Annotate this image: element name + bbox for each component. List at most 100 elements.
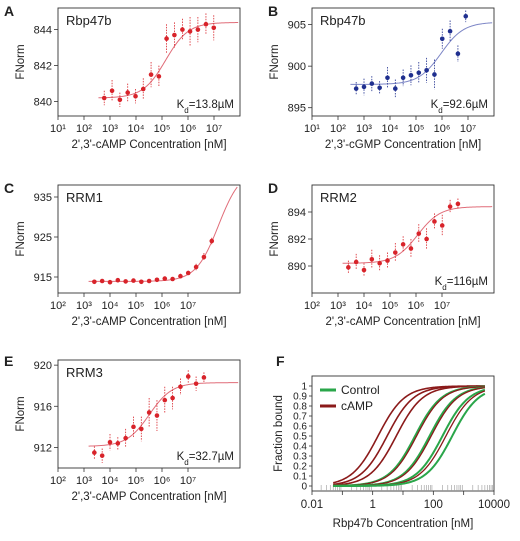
data-point [408,246,414,251]
data-point [203,21,209,27]
data-point [92,279,97,285]
panel-label: D [268,180,278,196]
x-tick-label: 100 [424,499,443,511]
kd-value: 116µM [453,276,488,288]
plot-frame [57,184,241,294]
data-point [400,75,406,81]
x-tick-label: 10⁴ [102,300,119,312]
y-tick-label: 844 [34,25,52,37]
panel-f: F 0.01 1 100 10000 00.10.20.30.40.50.60.70.80… [273,353,510,530]
panel-e: E 10² 10³ 10⁴ 10⁵ 10⁶ 10⁷ 912 916 920 2',3'-cAMP C… [4,353,241,503]
x-tick-label: 10³ [356,123,372,135]
data-point [99,453,105,458]
data-point [439,223,445,228]
y-axis-label: FNorm [269,221,281,256]
data-point [432,219,437,224]
data-point [178,384,183,390]
x-tick-label: 10⁷ [180,475,196,487]
chart-title: RRM2 [320,190,357,205]
data-point [211,25,217,31]
x-tick-label: 10⁶ [154,300,171,312]
data-point [447,204,453,209]
y-tick-label: 0.4 [293,442,307,453]
data-point [139,279,144,285]
data-point [416,231,422,236]
y-tick-label: 916 [34,401,52,413]
data-point [154,413,160,418]
data-point [369,256,375,262]
y-tick-label: 935 [34,192,52,204]
data-point [455,51,461,56]
x-tick-label: 10⁴ [356,300,373,312]
x-tick-label: 10⁷ [206,123,222,135]
x-tick-label: 10⁶ [434,123,451,135]
x-tick-label: 0.01 [301,499,323,511]
data-point [154,277,160,283]
y-tick-label: 920 [34,360,52,372]
y-tick-label: 1 [301,382,307,393]
data-point [109,88,115,94]
x-tick-label: 10⁵ [154,123,171,135]
y-tick-label: 0.7 [293,412,307,423]
data-point [170,276,175,282]
y-axis-label: Fraction bound [273,395,285,472]
data-point [115,441,121,446]
data-point [361,84,367,90]
x-tick-label: 10² [50,300,66,312]
data-point [201,254,207,260]
data-point [140,86,146,92]
data-point [162,397,168,403]
x-tick-label: 10² [304,300,320,312]
data-point [377,85,382,91]
y-tick-label: 0.2 [293,462,307,473]
data-point [416,70,422,76]
panel-label: E [4,353,13,369]
kd-value: 13.8µM [195,99,234,111]
data-point [201,375,207,380]
y-axis-label: FNorm [269,44,281,79]
data-point [123,279,128,284]
x-axis-label: 2',3'-cAMP Concentration [nM] [71,139,226,151]
data-point [164,36,169,41]
legend-label: cAMP [341,399,373,413]
data-point [361,267,367,273]
y-tick-label: 0.1 [293,472,307,483]
data-point [92,450,97,455]
x-tick-label: 10⁵ [408,123,425,135]
x-tick-label: 10⁶ [180,123,197,135]
kd-label: Kd=13.8µM [177,99,234,115]
x-tick-label: 10⁴ [102,475,119,487]
data-point [139,426,144,432]
data-point [107,279,113,285]
data-point [455,201,461,207]
y-tick-label: 0.9 [293,392,307,403]
y-tick-label: 925 [34,232,52,244]
y-tick-label: 0.3 [293,452,307,463]
y-tick-label: 842 [34,61,52,73]
kd-value: 92.6µM [449,99,488,111]
y-tick-label: 895 [288,103,306,115]
data-point [393,86,398,91]
x-axis-label: 2',3'-cAMP Concentration [nM] [71,491,226,503]
data-point [146,410,152,415]
x-axis-label: 2',3'-cAMP Concentration [nM] [71,316,226,328]
y-tick-label: 915 [34,272,52,284]
y-tick-label: 0.8 [293,402,307,413]
data-point [353,259,359,265]
x-tick-label: 10¹ [50,123,66,135]
y-axis-label: FNorm [15,396,27,431]
plot-frame [57,359,241,469]
data-point [447,28,453,34]
x-axis-label: 2',3'-cGMP Concentration [nM] [325,139,481,151]
panel-b: B 10¹ 10² 10³ 10⁴ 10⁵ 10⁶ 10⁷ 895 900 905 2',3'-cGM… [268,3,495,151]
series-line-camp [333,385,485,486]
x-tick-label: 10⁷ [434,300,450,312]
data-point [385,258,390,263]
data-point [408,72,414,78]
data-point [377,261,382,266]
data-point [385,75,390,81]
data-point [156,74,162,79]
data-point [424,236,429,242]
chart-title: RRM1 [66,190,103,205]
